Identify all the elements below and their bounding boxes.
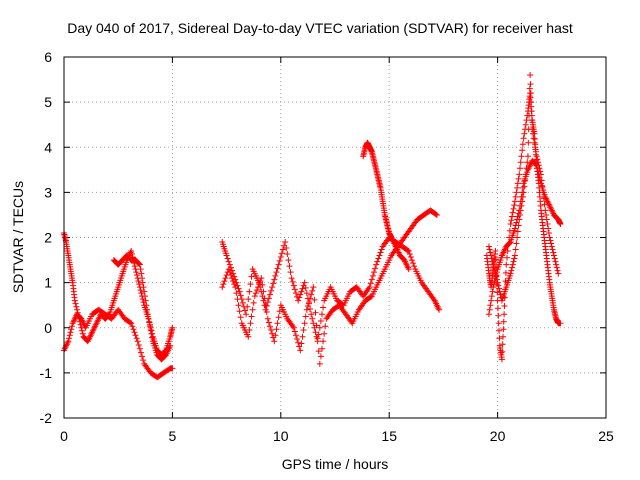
series-sdtvar-trace-e (219, 207, 440, 367)
y-axis-label: SDTVAR / TECUs (10, 180, 26, 294)
y-tick-label: 5 (44, 94, 52, 110)
y-tick-label: 6 (44, 49, 52, 65)
y-tick-label: -2 (40, 410, 53, 426)
x-tick-label: 15 (381, 428, 397, 444)
series-markers (360, 139, 412, 273)
x-tick-label: 5 (169, 428, 177, 444)
series-markers (110, 252, 174, 363)
y-tick-label: 4 (44, 139, 52, 155)
x-tick-label: 0 (60, 428, 68, 444)
x-tick-label: 25 (598, 428, 614, 444)
chart-title: Day 040 of 2017, Sidereal Day-to-day VTE… (67, 20, 573, 36)
series-sdtvar-trace-b (61, 306, 176, 381)
series-markers (485, 72, 562, 304)
series-sdtvar-trace-g (483, 90, 564, 363)
y-tick-label: -1 (40, 365, 53, 381)
series-sdtvar-trace-i (485, 72, 562, 304)
series-sdtvar-trace-c (110, 252, 174, 363)
series-markers (61, 229, 176, 358)
x-axis-label: GPS time / hours (281, 456, 389, 472)
series-sdtvar-trace-f (360, 139, 412, 273)
y-tick-label: 1 (44, 275, 52, 291)
y-tick-label: 0 (44, 320, 52, 336)
series-markers (219, 207, 440, 367)
y-tick-label: 3 (44, 184, 52, 200)
x-tick-label: 20 (490, 428, 506, 444)
series-sdtvar-trace-a (61, 229, 176, 358)
y-tick-label: 2 (44, 230, 52, 246)
data-series (61, 72, 564, 381)
series-markers (483, 90, 564, 363)
axis-tick-labels: 0 5 10 15 20 25 -2 -1 0 1 2 3 4 5 6 (40, 49, 614, 444)
series-markers (61, 306, 176, 381)
x-tick-label: 10 (273, 428, 289, 444)
plot-frame (63, 56, 607, 419)
